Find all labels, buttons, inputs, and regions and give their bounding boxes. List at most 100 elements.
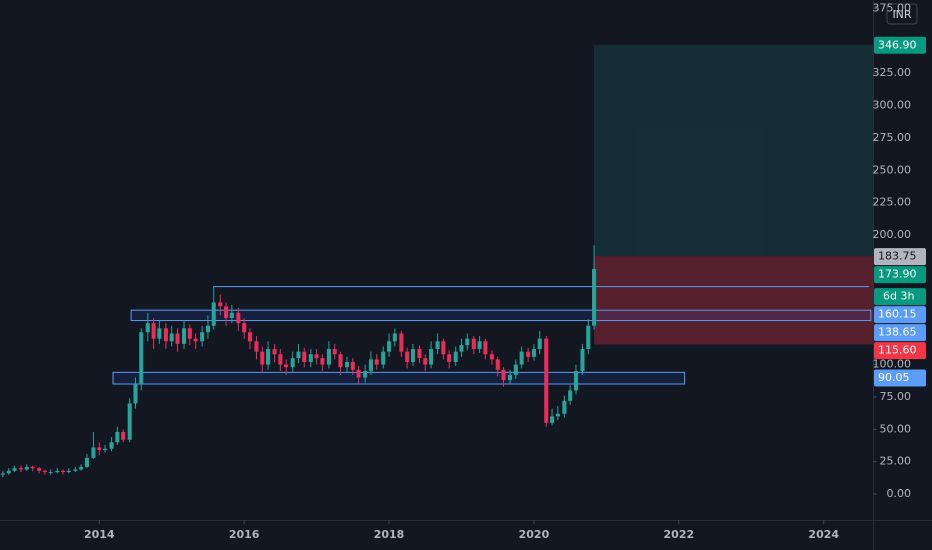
candle-body bbox=[175, 333, 180, 344]
candle-body bbox=[435, 341, 440, 350]
y-tick-label: 250.00 bbox=[873, 163, 912, 176]
candle-body bbox=[429, 349, 434, 365]
candle-body bbox=[381, 351, 386, 365]
currency-box[interactable] bbox=[886, 3, 918, 25]
candle-body bbox=[218, 302, 223, 307]
candle-body bbox=[471, 338, 476, 350]
candle-body bbox=[61, 470, 66, 473]
candle-body bbox=[410, 349, 415, 362]
candle-body bbox=[387, 341, 392, 352]
price-tag bbox=[874, 369, 926, 387]
candle-body bbox=[495, 359, 500, 370]
candle-body bbox=[562, 400, 567, 414]
candle-body bbox=[477, 341, 482, 350]
price-tag bbox=[874, 36, 926, 54]
candle-body bbox=[103, 448, 108, 451]
y-tick-label: 325.00 bbox=[873, 66, 912, 79]
candle-body bbox=[332, 349, 337, 355]
candle-body bbox=[66, 470, 71, 473]
stop-zone bbox=[594, 256, 873, 345]
zone-box bbox=[112, 371, 686, 385]
candle-body bbox=[97, 447, 102, 451]
candle-body bbox=[0, 473, 5, 475]
candle-body bbox=[157, 328, 162, 339]
candle-body bbox=[356, 369, 361, 378]
x-tick-label: 2020 bbox=[519, 528, 550, 541]
y-tick-label: 0.00 bbox=[887, 487, 912, 500]
candle-body bbox=[79, 466, 84, 470]
candle-body bbox=[266, 349, 271, 365]
candle-body bbox=[550, 416, 555, 423]
x-tick-label: 2024 bbox=[808, 528, 839, 541]
candle-body bbox=[508, 374, 513, 381]
candle-body bbox=[224, 306, 229, 318]
target-zone bbox=[594, 44, 873, 257]
y-tick-label: 25.00 bbox=[880, 455, 912, 468]
price-tag-label: 138.65 bbox=[878, 326, 917, 339]
candle-body bbox=[447, 354, 452, 362]
price-tag bbox=[874, 342, 926, 360]
candle-body bbox=[48, 472, 53, 474]
candle-body bbox=[544, 338, 549, 423]
x-tick-label: 2018 bbox=[374, 528, 405, 541]
candle-body bbox=[109, 442, 114, 449]
candle-body bbox=[18, 468, 24, 470]
candle-body bbox=[489, 354, 494, 360]
price-tag bbox=[874, 306, 926, 324]
candle-body bbox=[483, 341, 488, 355]
candle-body bbox=[568, 390, 573, 401]
candle-body bbox=[302, 351, 307, 362]
candle-body bbox=[350, 361, 355, 370]
candle-body bbox=[236, 312, 241, 324]
price-tag-label: 90.05 bbox=[878, 371, 910, 384]
candle-body bbox=[338, 354, 343, 368]
countdown-label: 6d 3h bbox=[883, 290, 914, 303]
candle-body bbox=[537, 338, 542, 350]
candle-body bbox=[363, 371, 368, 378]
candle-body bbox=[133, 384, 138, 404]
candle-body bbox=[229, 312, 234, 318]
candle-body bbox=[314, 354, 319, 359]
candle-body bbox=[423, 358, 428, 365]
y-tick-label: 275.00 bbox=[873, 131, 912, 144]
candle-body bbox=[326, 349, 331, 365]
candle-body bbox=[242, 323, 247, 333]
candle-body bbox=[260, 351, 265, 365]
y-tick-label: 300.00 bbox=[873, 99, 912, 112]
candle-body bbox=[115, 431, 120, 443]
candle-body bbox=[417, 349, 422, 359]
candle-body bbox=[30, 466, 35, 469]
candle-body bbox=[145, 323, 150, 333]
x-tick-label: 2014 bbox=[84, 528, 115, 541]
candle-body bbox=[374, 359, 379, 365]
candle-body bbox=[169, 333, 174, 342]
candle-body bbox=[586, 325, 591, 350]
candle-body bbox=[519, 351, 524, 365]
candle-body bbox=[151, 323, 156, 339]
price-tag-label: 115.60 bbox=[878, 344, 917, 357]
candle-body bbox=[399, 333, 404, 352]
candle-body bbox=[91, 447, 96, 458]
candle-body bbox=[6, 470, 11, 474]
candle-body bbox=[405, 351, 410, 362]
y-tick-label: 375.00 bbox=[873, 1, 912, 14]
candle-body bbox=[308, 354, 313, 362]
y-tick-label: 225.00 bbox=[873, 196, 912, 209]
candle-body bbox=[193, 338, 198, 342]
price-tag bbox=[874, 324, 926, 342]
plot-area bbox=[0, 44, 873, 478]
candle-body bbox=[296, 351, 301, 359]
countdown-tag bbox=[874, 288, 926, 306]
y-tick-label: 75.00 bbox=[880, 390, 912, 403]
candle-body bbox=[187, 328, 192, 339]
candle-body bbox=[284, 364, 289, 368]
candle-body bbox=[392, 333, 397, 342]
y-tick-label: 50.00 bbox=[880, 422, 912, 435]
candle-body bbox=[573, 371, 578, 391]
candle-body bbox=[121, 431, 126, 440]
candle-body bbox=[344, 361, 350, 368]
candle-body bbox=[526, 351, 531, 357]
price-tag-label: 346.90 bbox=[878, 38, 917, 51]
